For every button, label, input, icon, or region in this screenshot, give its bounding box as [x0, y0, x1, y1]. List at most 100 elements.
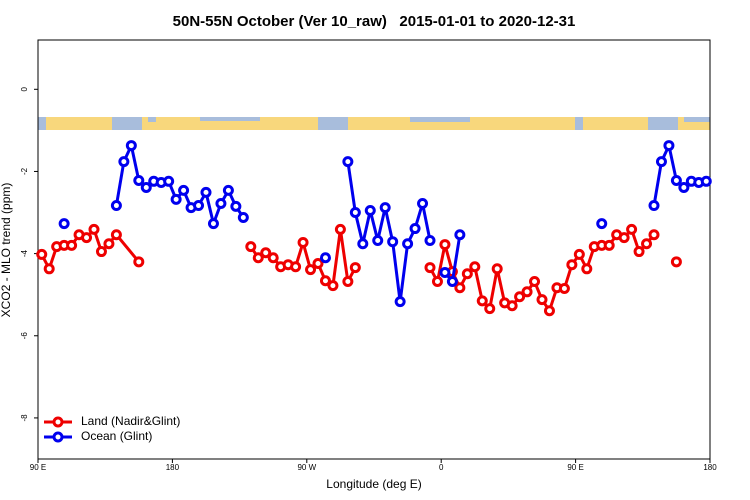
chart-title: 50N-55N October (Ver 10_raw) 2015-01-01 … — [173, 13, 576, 30]
point — [193, 200, 205, 212]
point — [618, 232, 630, 244]
point — [36, 248, 48, 260]
point — [327, 280, 339, 292]
point — [215, 197, 227, 209]
point — [454, 282, 466, 294]
point — [543, 305, 555, 317]
point — [603, 239, 615, 251]
point — [409, 223, 421, 235]
legend-marker — [52, 431, 64, 443]
y-tick-label: -4 — [20, 250, 29, 258]
point — [66, 239, 78, 251]
point — [387, 236, 399, 248]
point — [110, 200, 122, 212]
point — [394, 296, 406, 308]
point — [648, 229, 660, 241]
point — [297, 237, 309, 249]
point — [342, 276, 354, 288]
point — [439, 239, 451, 251]
point — [596, 218, 608, 230]
point — [118, 156, 130, 168]
point — [663, 140, 675, 152]
point — [163, 175, 175, 187]
point — [529, 276, 541, 288]
point — [305, 264, 317, 276]
point — [290, 261, 302, 273]
point — [207, 218, 219, 230]
point — [469, 261, 481, 273]
x-axis-label: Longitude (deg E) — [326, 477, 421, 491]
point — [536, 294, 548, 306]
point — [417, 197, 429, 209]
point — [558, 283, 570, 295]
point — [95, 246, 107, 258]
point — [260, 247, 272, 259]
point — [484, 303, 496, 315]
point — [237, 211, 249, 223]
point — [402, 238, 414, 250]
point — [43, 263, 55, 275]
point — [431, 276, 443, 288]
point — [133, 256, 145, 268]
point — [446, 276, 458, 288]
point — [655, 156, 667, 168]
point — [372, 234, 384, 246]
point — [312, 257, 324, 269]
point — [334, 223, 346, 235]
point — [230, 200, 242, 212]
y-tick-label: -2 — [20, 167, 29, 175]
point — [573, 248, 585, 260]
point — [319, 252, 331, 264]
point — [581, 263, 593, 275]
point — [670, 174, 682, 186]
point — [245, 241, 257, 253]
point — [670, 256, 682, 268]
x-tick-label: 0 — [439, 463, 444, 472]
point — [58, 218, 70, 230]
point — [514, 291, 526, 303]
point — [222, 184, 234, 196]
point — [170, 193, 182, 205]
point — [252, 252, 264, 264]
point — [461, 268, 473, 280]
point — [267, 252, 279, 264]
point — [641, 238, 653, 250]
x-tick-label: 90 W — [297, 463, 316, 472]
y-tick-label: 0 — [20, 87, 29, 92]
x-tick-label: 180 — [703, 463, 717, 472]
point — [342, 156, 354, 168]
point — [700, 175, 712, 187]
point — [125, 140, 137, 152]
point — [140, 181, 152, 193]
point — [626, 223, 638, 235]
point — [364, 204, 376, 216]
plot-frame — [37, 39, 711, 460]
y-axis-label: XCO2 - MLO trend (ppm) — [0, 183, 13, 318]
point — [103, 238, 115, 250]
point — [133, 174, 145, 186]
point — [566, 259, 578, 271]
legend-label: Ocean (Glint) — [81, 429, 152, 443]
point — [81, 232, 93, 244]
legend-marker — [52, 416, 64, 428]
x-tick-label: 90 E — [30, 463, 46, 472]
point — [678, 181, 690, 193]
point — [424, 262, 436, 274]
point — [454, 229, 466, 241]
point — [424, 234, 436, 246]
point — [319, 275, 331, 287]
point — [349, 207, 361, 219]
y-tick-label: -8 — [20, 414, 29, 422]
map-strip — [38, 117, 710, 130]
point — [633, 246, 645, 258]
point — [200, 186, 212, 198]
point — [491, 263, 503, 275]
x-tick-label: 90 E — [567, 463, 583, 472]
point — [88, 223, 100, 235]
point — [439, 267, 451, 279]
point — [521, 286, 533, 298]
point — [110, 229, 122, 241]
point — [178, 184, 190, 196]
point — [506, 300, 518, 312]
